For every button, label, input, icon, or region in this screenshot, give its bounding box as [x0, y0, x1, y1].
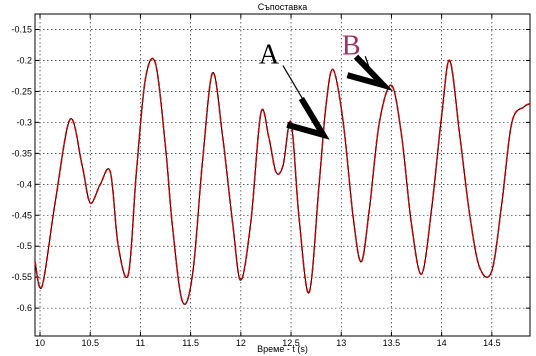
x-tick-label: 12.5	[282, 338, 300, 348]
x-tick-label: 14	[437, 338, 447, 348]
y-tick-label: -0.2	[16, 55, 32, 65]
annotation-arrow	[286, 97, 330, 140]
y-tick-label: -0.4	[16, 179, 32, 189]
plot-frame	[34, 13, 531, 337]
x-tick-label: 12	[236, 338, 246, 348]
series-layer	[34, 57, 531, 305]
annotation-arrow	[346, 54, 394, 92]
y-tick-label: -0.25	[11, 86, 32, 96]
y-axis: -0.15 -0.2 -0.25 -0.3 -0.35 -0.4 -0.45 -0.5 -0.5…	[11, 24, 530, 313]
grid	[35, 14, 530, 336]
y-tick-label: -0.45	[11, 210, 32, 220]
annotation-label: B	[342, 30, 361, 61]
x-axis-label: Време - t (s)	[257, 344, 308, 354]
x-tick-label: 11	[136, 338, 145, 348]
x-tick-label: 10.5	[81, 338, 99, 348]
x-tick-label: 13.5	[383, 338, 401, 348]
annotation-label: A	[259, 40, 280, 71]
chart-title: Съпоставка	[258, 2, 307, 12]
x-tick-label: 10	[35, 338, 45, 348]
x-axis: 10 10.5 11 11.5 12 12.5 13 13.5 14 14.5	[35, 14, 501, 348]
y-tick-label: -0.3	[16, 117, 32, 127]
x-tick-label: 14.5	[483, 338, 501, 348]
y-tick-label: -0.55	[11, 272, 32, 282]
x-tick-label: 13	[336, 338, 346, 348]
series-line-2	[34, 57, 531, 305]
y-tick-label: -0.35	[11, 148, 32, 158]
y-tick-label: -0.5	[16, 241, 32, 251]
y-tick-label: -0.6	[16, 303, 32, 313]
x-tick-label: 11.5	[182, 338, 199, 348]
y-tick-label: -0.15	[11, 24, 32, 34]
